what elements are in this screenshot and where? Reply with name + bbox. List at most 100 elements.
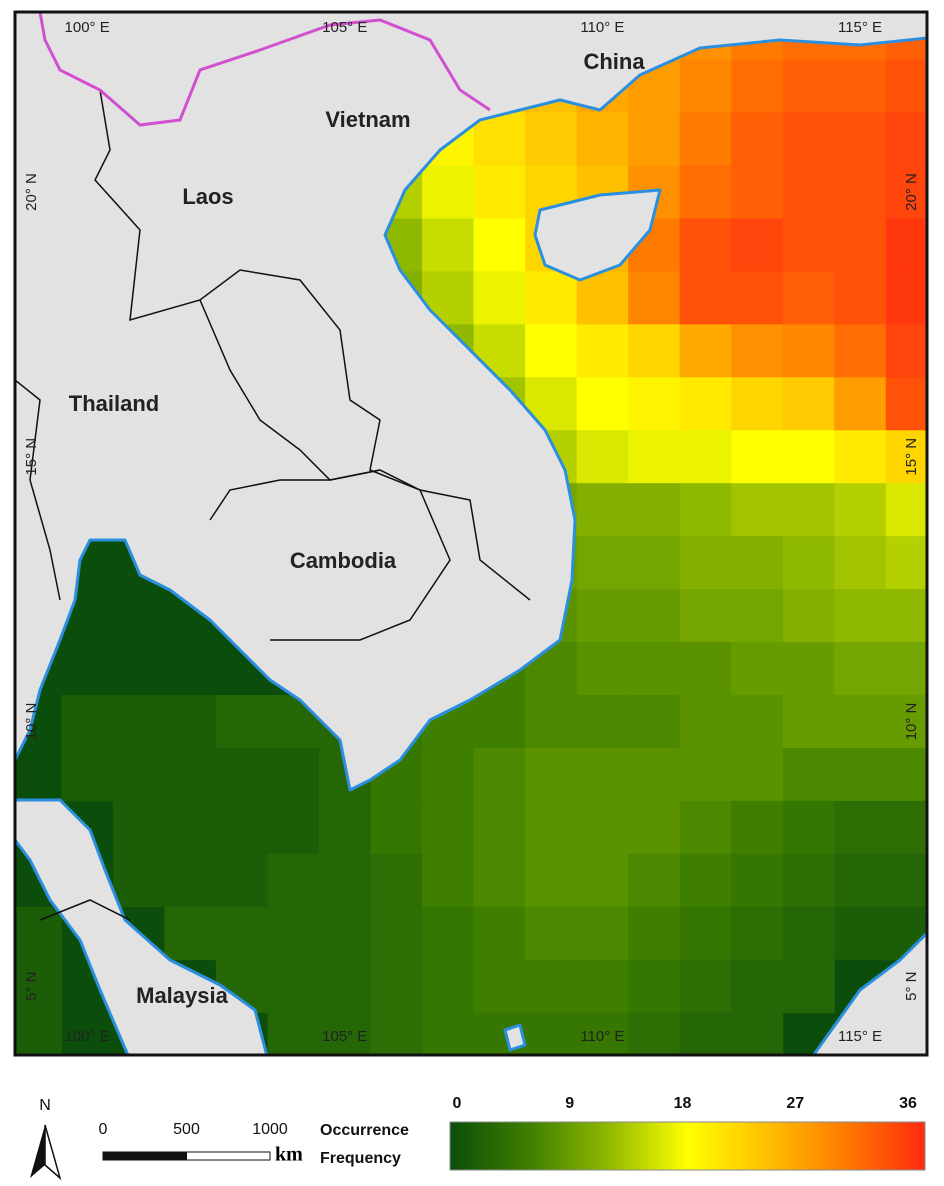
scale-label: 0 bbox=[99, 1121, 108, 1138]
heat-cell bbox=[834, 165, 887, 219]
border bbox=[209, 469, 451, 641]
heat-cell bbox=[834, 377, 887, 431]
colorbar bbox=[449, 1121, 926, 1171]
heat-cell bbox=[576, 324, 629, 378]
heat-cell bbox=[731, 377, 784, 431]
north-arrow bbox=[30, 1124, 62, 1181]
heat-cell bbox=[731, 694, 784, 749]
lat-label: 20° N bbox=[23, 173, 40, 211]
heat-cell bbox=[422, 165, 475, 219]
heat-cell bbox=[679, 906, 732, 961]
heat-cell bbox=[215, 853, 268, 908]
heat-cell bbox=[628, 589, 681, 643]
heat-cell bbox=[576, 1012, 629, 1055]
lon-label: 115° E bbox=[838, 19, 882, 36]
heat-cell bbox=[834, 483, 887, 537]
hainan bbox=[533, 188, 662, 282]
heat-cell bbox=[370, 906, 423, 961]
heat-cell bbox=[731, 959, 784, 1014]
place-label: Vietnam bbox=[325, 107, 410, 132]
map-frame bbox=[13, 10, 929, 1057]
heat-cell bbox=[576, 959, 629, 1014]
place-label: Laos bbox=[182, 184, 233, 209]
legend-title: Occurrence bbox=[320, 1122, 409, 1139]
heat-cell bbox=[525, 694, 578, 749]
heat-cell bbox=[628, 800, 681, 855]
heat-cell bbox=[885, 642, 927, 696]
heat-cell bbox=[164, 694, 217, 749]
heat-cell bbox=[319, 906, 372, 961]
heat-cell bbox=[834, 271, 887, 325]
heat-cell bbox=[679, 800, 732, 855]
heat-cell bbox=[319, 1012, 372, 1055]
heat-cell bbox=[628, 271, 681, 325]
heat-cell bbox=[782, 747, 835, 802]
lon-label: 105° E bbox=[322, 1028, 367, 1045]
heat-cell bbox=[576, 694, 629, 749]
heat-cell bbox=[319, 853, 372, 908]
borneo bbox=[811, 930, 927, 1055]
heat-cell bbox=[731, 112, 784, 167]
heat-cell bbox=[782, 642, 835, 696]
border bbox=[15, 379, 61, 601]
colorbar-tick-label: 0 bbox=[453, 1095, 462, 1112]
heat-cell bbox=[525, 324, 578, 378]
heat-cell bbox=[885, 747, 927, 802]
heat-cell bbox=[370, 1012, 423, 1055]
borders bbox=[15, 89, 531, 921]
heat-cell bbox=[576, 112, 629, 167]
heat-cell bbox=[782, 959, 835, 1014]
china-border bbox=[38, 12, 491, 127]
heat-cell bbox=[576, 906, 629, 961]
heat-cell bbox=[267, 959, 320, 1014]
heat-cell bbox=[782, 694, 835, 749]
heat-cell bbox=[782, 906, 835, 961]
heat-cell bbox=[679, 483, 732, 537]
heat-cell bbox=[782, 483, 835, 537]
heat-cell bbox=[679, 324, 732, 378]
heat-cell bbox=[679, 694, 732, 749]
heat-cell bbox=[319, 800, 372, 855]
heat-cell bbox=[267, 906, 320, 961]
heat-cell bbox=[422, 1012, 475, 1055]
heat-cell bbox=[679, 589, 732, 643]
heat-cell bbox=[525, 271, 578, 325]
heat-cell bbox=[525, 747, 578, 802]
heat-cell bbox=[731, 271, 784, 325]
lat-label: 15° N bbox=[903, 438, 920, 476]
lat-label: 5° N bbox=[903, 972, 920, 1001]
heat-cell bbox=[215, 906, 268, 961]
heat-cell bbox=[628, 377, 681, 431]
heat-cell bbox=[473, 112, 526, 167]
heat-cell bbox=[473, 165, 526, 219]
heat-cell bbox=[679, 218, 732, 272]
heat-cell bbox=[112, 800, 165, 855]
heat-cell bbox=[782, 218, 835, 272]
heat-cell bbox=[576, 271, 629, 325]
heat-cell bbox=[731, 589, 784, 643]
heat-cell bbox=[15, 959, 62, 1014]
heat-cell bbox=[473, 906, 526, 961]
heat-cell bbox=[679, 747, 732, 802]
heat-cell bbox=[731, 1012, 784, 1055]
heat-cell bbox=[782, 589, 835, 643]
heat-cell bbox=[731, 536, 784, 590]
small-island bbox=[503, 1023, 527, 1052]
heat-cell bbox=[473, 959, 526, 1014]
heat-cell bbox=[164, 747, 217, 802]
lat-label: 10° N bbox=[903, 703, 920, 741]
heat-cell bbox=[731, 853, 784, 908]
heat-cell bbox=[628, 959, 681, 1014]
heat-cell bbox=[215, 747, 268, 802]
heat-cell bbox=[679, 853, 732, 908]
heat-cell bbox=[782, 59, 835, 114]
heat-cell bbox=[370, 800, 423, 855]
heat-cell bbox=[576, 747, 629, 802]
heat-cell bbox=[885, 853, 927, 908]
heat-cell bbox=[628, 747, 681, 802]
heat-cell bbox=[834, 642, 887, 696]
lon-label: 100° E bbox=[65, 1028, 110, 1045]
place-label: Cambodia bbox=[290, 548, 397, 573]
heat-cell bbox=[885, 324, 927, 378]
